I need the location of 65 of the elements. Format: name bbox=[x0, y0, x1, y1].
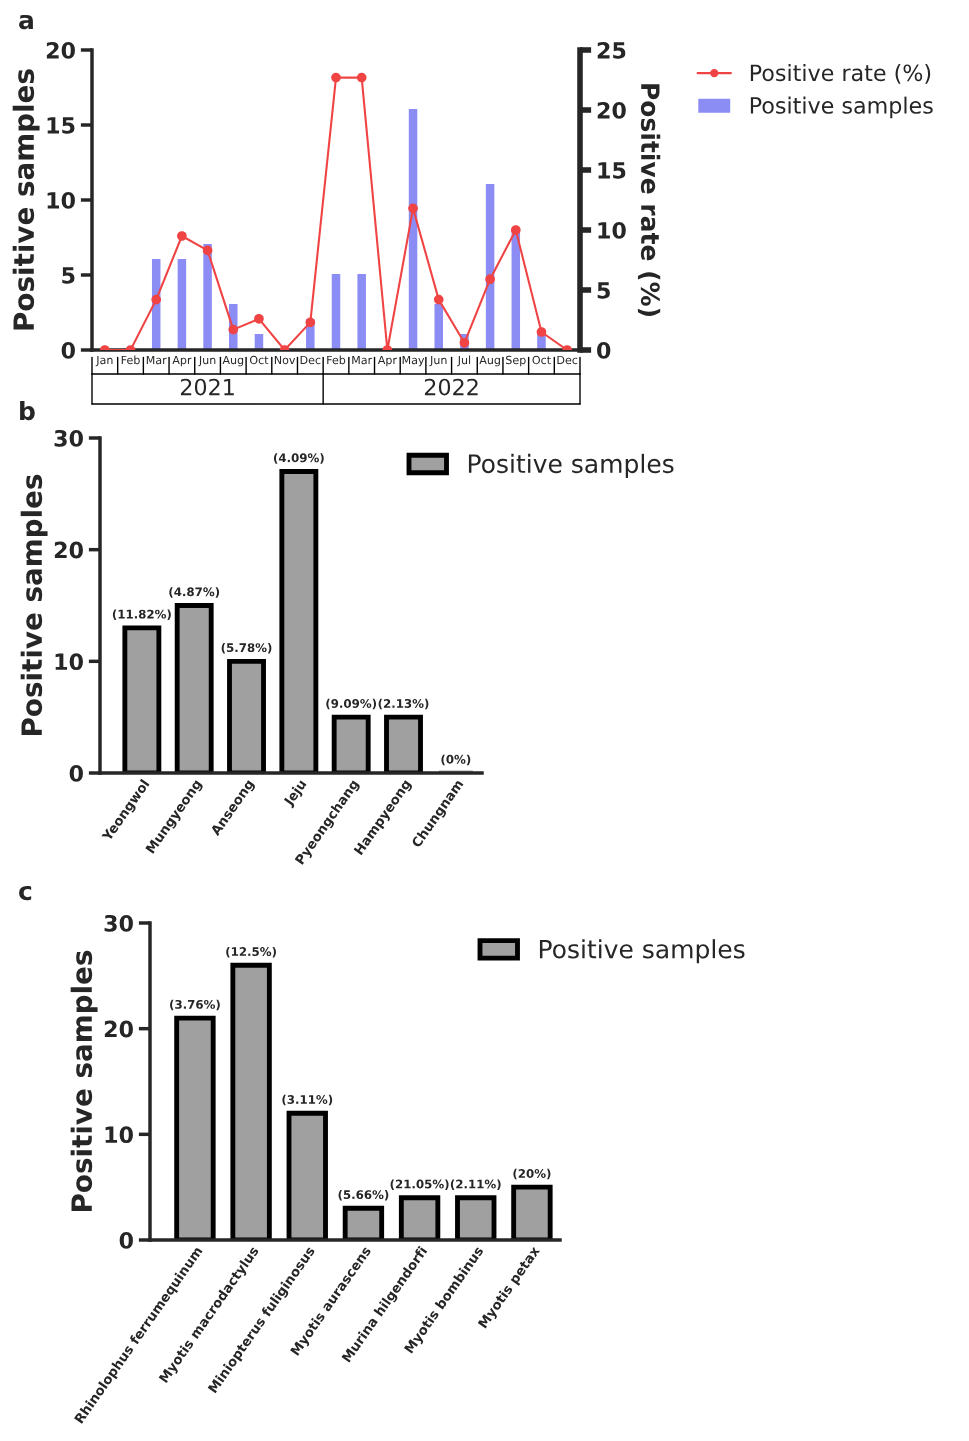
y2-axis-title: Positive rate (%) bbox=[637, 84, 661, 316]
annotation: (5.66%) bbox=[338, 1189, 389, 1201]
y-tick-label: 30 bbox=[104, 914, 133, 932]
annotation: (9.09%) bbox=[326, 698, 377, 710]
annotation: (5.78%) bbox=[221, 642, 272, 654]
legend-label: Positive samples bbox=[468, 453, 674, 478]
y-tick-label: 15 bbox=[47, 117, 75, 134]
x-tick-label: Sep bbox=[506, 355, 526, 367]
x-tick-label: Apr bbox=[172, 355, 192, 367]
x-tick-label: May bbox=[402, 355, 425, 367]
annotation: (3.11%) bbox=[282, 1094, 333, 1106]
text: 2021 bbox=[180, 378, 234, 396]
y2-tick-label: 15 bbox=[598, 162, 626, 179]
annotation: (2.11%) bbox=[450, 1179, 501, 1190]
y-tick-label: 5 bbox=[62, 267, 75, 284]
annotation: (4.09%) bbox=[273, 453, 324, 464]
annotation: (0%) bbox=[441, 754, 471, 766]
y2-tick-label: 5 bbox=[597, 282, 610, 299]
annotation: (20%) bbox=[513, 1168, 551, 1180]
legend-label: Positive samples bbox=[539, 939, 745, 964]
y2-tick-label: 0 bbox=[597, 341, 611, 359]
annotation: (11.82%) bbox=[112, 609, 171, 620]
annotation: (12.5%) bbox=[226, 946, 276, 958]
y-axis-title: Positive samples bbox=[20, 474, 48, 735]
annotation: (4.87%) bbox=[169, 587, 220, 598]
y-axis-title: Positive samples bbox=[12, 69, 40, 330]
legend-label: Positive samples bbox=[750, 96, 933, 119]
y2-tick-label: 20 bbox=[597, 101, 626, 119]
x-tick-label: Feb bbox=[327, 355, 346, 365]
y-tick-label: 20 bbox=[46, 41, 75, 59]
text: 2022 bbox=[424, 378, 478, 396]
x-tick-label: Feb bbox=[121, 355, 140, 365]
y-tick-label: 0 bbox=[61, 341, 75, 359]
chart-title: b bbox=[20, 400, 35, 421]
x-tick-label: Oct bbox=[249, 355, 269, 365]
chart-title: c bbox=[19, 885, 32, 901]
x-tick-label: Aug bbox=[222, 355, 244, 367]
x-tick-label: Jun bbox=[429, 355, 447, 367]
legend-label: Positive rate (%) bbox=[750, 64, 931, 84]
y-tick-label: 10 bbox=[47, 191, 75, 209]
x-tick-label: Jun bbox=[198, 355, 216, 367]
x-tick-label: Jan bbox=[95, 355, 113, 367]
x-tick-label: Aug bbox=[479, 355, 500, 367]
y-tick-label: 10 bbox=[55, 653, 83, 671]
x-tick-label: Nov bbox=[274, 355, 296, 365]
y2-tick-label: 25 bbox=[597, 41, 626, 59]
x-tick-label: Mar bbox=[352, 355, 373, 365]
x-tick-label: Oct bbox=[532, 355, 551, 365]
y2-tick-label: 10 bbox=[598, 221, 626, 239]
y-axis-title: Positive samples bbox=[70, 950, 98, 1211]
x-tick-label: Jul bbox=[457, 355, 471, 367]
x-tick-label: Apr bbox=[377, 355, 397, 367]
y-tick-label: 0 bbox=[119, 1231, 133, 1249]
chart-title: a bbox=[19, 14, 33, 30]
y-tick-label: 30 bbox=[54, 429, 83, 447]
x-tick-label: Dec bbox=[557, 355, 578, 365]
y-tick-label: 10 bbox=[105, 1126, 133, 1144]
x-tick-label: Dec bbox=[300, 355, 321, 365]
y-tick-label: 20 bbox=[54, 541, 83, 559]
y-tick-label: 20 bbox=[104, 1020, 133, 1038]
x-tick-label: Mar bbox=[146, 355, 167, 365]
annotation: (3.76%) bbox=[170, 999, 220, 1011]
annotation: (2.13%) bbox=[378, 698, 429, 710]
annotation: (21.05%) bbox=[390, 1179, 449, 1190]
y-tick-label: 0 bbox=[69, 764, 83, 782]
